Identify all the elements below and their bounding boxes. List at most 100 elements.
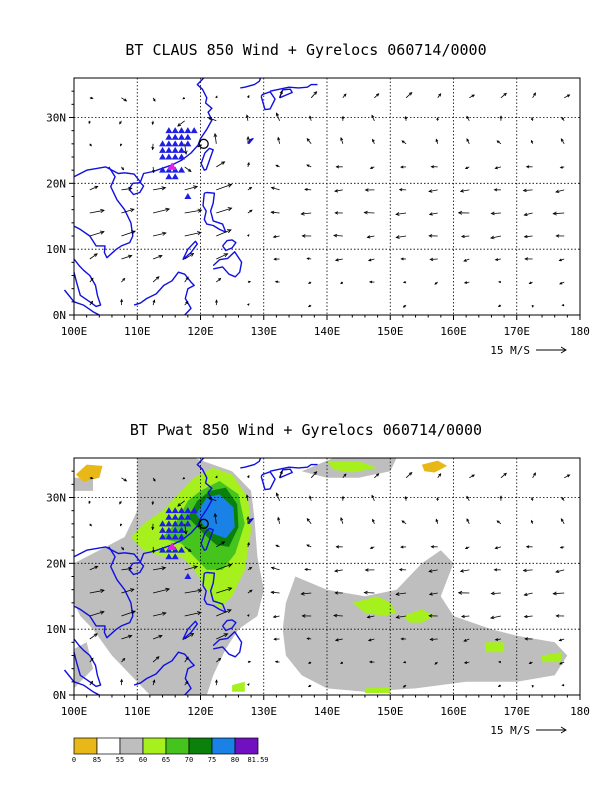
wind-vector-head [152,98,156,102]
wind-vector-head [270,590,275,595]
wind-vector [461,615,470,617]
wind-vector [184,232,202,237]
gyreloc-triangle [184,140,192,147]
wind-vector-head [301,614,306,618]
x-tick-label: 180 [570,325,590,338]
wind-vector [153,232,166,237]
wind-vector-head [187,168,192,173]
wind-vector-head [247,683,250,686]
wind-vector [277,137,280,144]
wind-vector-head [334,258,339,262]
vector-scale-label: 15 M/S [490,344,530,357]
wind-vector [367,615,375,618]
storm-center-marker [198,138,209,149]
wind-vector-head [248,660,252,664]
wind-vector-head [99,230,105,235]
wind-vector [177,500,185,507]
wind-vector-head [182,477,186,480]
wind-vector [306,138,312,145]
wind-vector-head [270,210,275,215]
gyreloc-triangle [178,526,186,533]
wind-vector [396,212,407,215]
wind-vector-head [428,569,433,573]
wind-vector [429,569,438,572]
wind-vector [152,166,155,173]
wind-vector-head [363,590,368,595]
y-tick-label: 20N [46,177,66,190]
wind-vector-head [334,569,339,573]
wind-vector [553,212,565,215]
wind-vector-head [402,660,406,664]
wind-vector-head [497,304,501,307]
wind-vector-head [466,115,470,119]
wind-vector-head [207,497,212,501]
wind-vector [340,137,344,144]
wind-vector [553,592,565,595]
wind-vector-head [129,208,135,213]
x-tick-label: 150E [377,325,404,338]
y-tick-label: 30N [46,112,66,125]
wind-vector [153,588,170,594]
wind-vector-head [494,546,498,550]
wind-vector [429,592,438,595]
wind-vector-head [161,566,167,571]
wind-vector-head [460,234,465,239]
wind-vector-head [555,189,560,193]
colorbar-swatch [142,737,167,755]
wind-vector-head [306,257,310,261]
wind-vector [310,91,317,99]
gyreloc-triangle [159,533,167,540]
wind-map-bottom: BT Pwat 850 Wind + Gyrelocs 060714/0000 1… [46,421,590,764]
wind-vector-head [151,146,155,151]
gyreloc-triangle [159,520,167,527]
x-tick-label: 150E [377,705,404,718]
wind-vector [429,189,438,192]
wind-vector [208,497,217,502]
plot-area [63,77,580,316]
wind-vector [334,189,343,192]
wind-vector-head [207,117,212,121]
wind-vector [184,276,189,283]
pwat-contour-lime [485,642,505,653]
wind-vector-head [272,615,277,619]
wind-vector [153,208,170,214]
wind-vector-head [119,121,122,125]
wind-vector-head [99,610,105,615]
wind-vector-head [247,541,250,546]
wind-vector-head [402,280,406,284]
storm-center-tail [197,524,202,528]
wind-vector-head [270,566,275,570]
wind-vector [523,189,533,191]
gyreloc-triangle [165,133,173,140]
wind-vector [89,633,98,640]
colorbar-swatch [73,737,98,755]
wind-vector-head [273,637,277,641]
coastline [200,527,214,551]
wind-vector-head [340,661,343,665]
wind-vector-head [277,136,281,141]
wind-vector [89,611,105,617]
wind-vector-head [428,234,433,238]
colorbar-swatch [211,737,236,755]
vector-scale-label: 15 M/S [490,724,530,737]
map-title: BT CLAUS 850 Wind + Gyrelocs 060714/0000 [125,41,486,59]
wind-vector [277,517,280,524]
wind-vector-head [494,638,499,641]
wind-vector [405,472,413,479]
wind-vector-head [306,517,310,522]
wind-vector-head [490,591,495,596]
wind-vector-head [151,549,155,554]
coastline [73,638,102,688]
coastline [269,463,318,472]
wind-vector [490,235,501,239]
colorbar-label: 81.59 [247,756,268,764]
wind-vector [491,592,501,594]
wind-vector-head [463,258,467,262]
wind-vector-head [123,98,128,102]
wind-vector-head [463,638,467,642]
coastline [260,471,276,491]
wind-vector-head [247,303,250,306]
wind-vector [335,638,343,641]
wind-vector-head [165,587,171,592]
gyreloc-triangle [178,507,186,514]
